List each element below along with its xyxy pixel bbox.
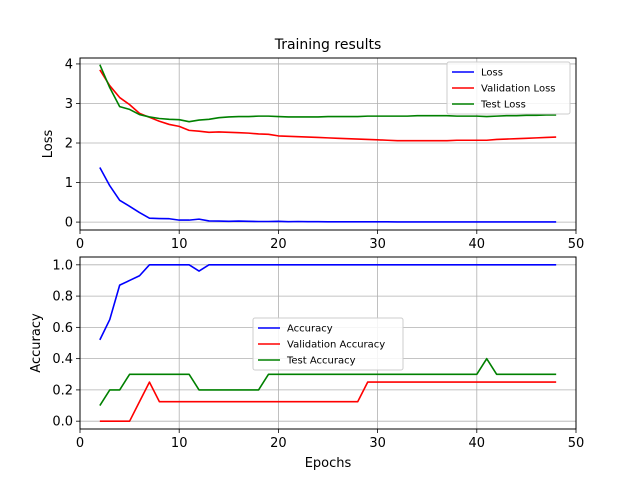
y-tick-label: 2 [65,137,73,152]
axes-frame [79,256,577,430]
x-tick-label: 20 [270,436,287,451]
y-axis-label: Accuracy [29,313,44,373]
series-line-test-loss [99,64,557,123]
loss-plot-panel: 0 10 20 30 40 50 0 1 2 3 4 Loss Loss Validation Loss T… [41,57,584,252]
legend-box [446,61,571,115]
x-tick-label: 50 [568,436,585,451]
y-axis-label: Loss [41,130,56,159]
x-tick-label: 0 [76,237,84,252]
series-line-test-accuracy [99,357,557,406]
legend-entry: Accuracy [287,324,333,335]
legend-box [252,317,404,371]
series-line-validation-accuracy [99,381,557,422]
legend: Loss Validation Loss Test Loss [446,61,571,115]
y-tick-label: 0.6 [52,321,73,336]
y-tick-label: 0.8 [52,290,73,305]
y-tick-label: 1 [65,176,73,191]
y-tick-label: 0.4 [52,352,73,367]
accuracy-plot-panel: 0 10 20 30 40 50 0.0 0.2 0.4 0.6 0.8 1.0 Accuracy Epo… [29,256,585,471]
y-tick-label: 4 [65,57,73,72]
y-tick-label: 0 [65,216,73,231]
chart-title: Training results [274,37,382,53]
legend-entry: Validation Loss [481,84,556,95]
x-tick-label: 40 [469,237,486,252]
x-tick-label: 0 [76,436,84,451]
legend-entry: Test Loss [480,100,526,111]
y-tick-label: 1.0 [52,258,73,273]
legend-entry: Loss [481,68,503,79]
y-tick-label: 0.2 [52,383,73,398]
series-line-validation-loss [99,69,557,142]
y-tick-label: 3 [65,97,73,112]
x-tick-label: 10 [171,237,188,252]
x-tick-label: 30 [369,237,386,252]
legend: Accuracy Validation Accuracy Test Accuracy [252,317,404,371]
legend-entry: Validation Accuracy [287,340,385,351]
series-line-loss [99,167,557,223]
x-tick-label: 30 [369,436,386,451]
x-tick-label: 40 [469,436,486,451]
legend-entry: Test Accuracy [286,356,356,367]
x-tick-label: 50 [568,237,585,252]
axes-frame [79,57,577,231]
x-tick-label: 20 [270,237,287,252]
y-tick-label: 0.0 [52,415,73,430]
series-line-accuracy [99,264,557,341]
x-tick-label: 10 [171,436,188,451]
x-axis-label: Epochs [305,456,352,471]
